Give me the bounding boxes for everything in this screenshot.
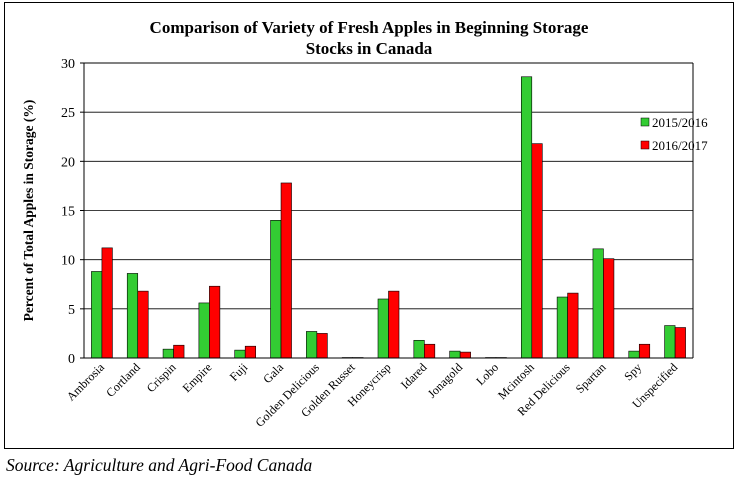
x-tick-label: Lobo [473, 360, 501, 388]
bar-series-1 [520, 76, 533, 359]
x-tick-label: Idared [398, 360, 430, 392]
bar-series-1 [628, 350, 640, 359]
bar-series-1 [162, 348, 174, 359]
bar-series-1 [91, 271, 103, 359]
bar-series-2 [459, 351, 471, 359]
x-tick-label: Gala [260, 360, 286, 386]
bar-series-1 [449, 350, 461, 359]
x-tick-label: Crispin [144, 360, 179, 395]
x-tick-label: Jonagold [425, 360, 466, 401]
bar-series-2 [280, 182, 292, 359]
bar-series-1 [126, 273, 139, 359]
legend-swatch [640, 117, 650, 127]
bar-series-2 [173, 344, 185, 359]
x-tick-label: Fuji [227, 360, 251, 384]
y-tick-label: 10 [61, 254, 75, 269]
bar-series-2 [316, 333, 328, 359]
bar-series-1 [377, 298, 389, 359]
y-tick-label: 15 [61, 205, 75, 220]
y-tick-label: 5 [68, 303, 75, 318]
x-tick-label: Spartan [573, 360, 609, 396]
bar-series-1 [413, 339, 425, 359]
bar-series-2 [531, 143, 543, 359]
y-tick-label: 25 [61, 106, 75, 121]
bar-series-1 [306, 331, 318, 359]
bar-series-2 [137, 290, 149, 359]
legend-label: 2015/2016 [652, 115, 708, 130]
bar-series-2 [101, 247, 113, 359]
bar-series-1 [592, 248, 604, 359]
bar-series-2 [209, 285, 221, 359]
bar-series-2 [388, 290, 400, 359]
bar-series-1 [556, 296, 568, 359]
bar-series-2 [674, 327, 686, 359]
bar-series-2 [603, 258, 615, 359]
chart-frame [4, 2, 734, 449]
y-tick-label: 20 [61, 155, 75, 170]
bar-series-2 [567, 292, 579, 359]
bar-series-2 [244, 345, 257, 359]
x-tick-label: Golden Delicious [252, 360, 322, 430]
chart-title-line-2: Stocks in Canada [305, 39, 433, 58]
bar-series-1 [198, 302, 210, 359]
bar-series-1 [664, 325, 676, 359]
bar-series-1 [234, 349, 246, 359]
y-axis-label: Percent of Total Apples in Storage (%) [21, 100, 36, 322]
source-caption: Source: Agriculture and Agri-Food Canada [6, 455, 313, 475]
chart-title-line-1: Comparison of Variety of Fresh Apples in… [149, 18, 589, 37]
y-tick-label: 30 [61, 57, 75, 72]
x-tick-label: Empire [180, 360, 215, 395]
x-tick-label: Cortland [103, 360, 143, 400]
y-tick-label: 0 [68, 352, 75, 367]
legend-label: 2016/2017 [652, 138, 708, 153]
bar-series-2 [638, 343, 651, 359]
x-tick-label: Spy [621, 360, 644, 383]
bar-series-2 [424, 343, 436, 359]
bar-series-1 [270, 220, 282, 359]
legend-swatch [640, 140, 650, 150]
